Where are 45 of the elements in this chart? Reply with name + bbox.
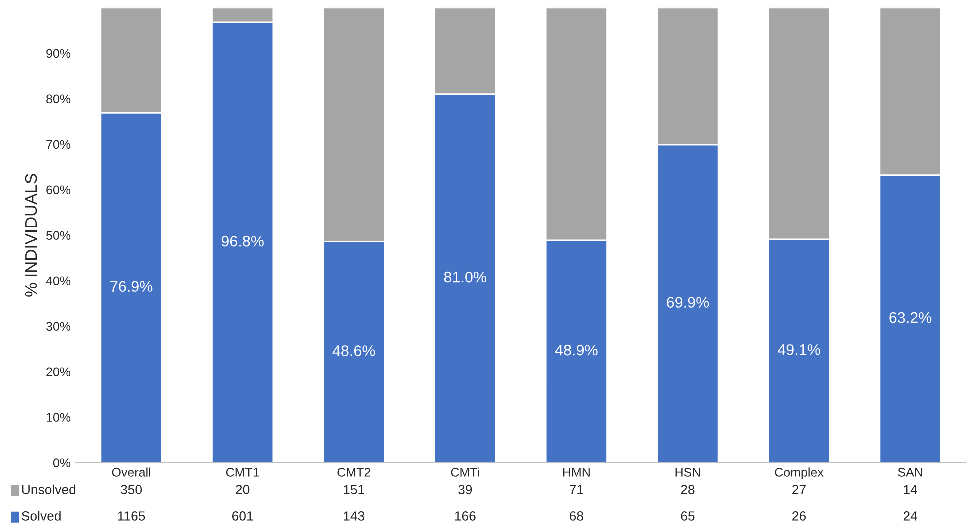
y-tick-label: 60% [46,186,71,195]
y-tick-label: 30% [46,322,71,332]
y-tick-label: 50% [46,231,71,240]
text: 1165 [118,512,146,521]
legend-label: Unsolved [22,484,76,494]
data-label: 76.9% [110,281,153,292]
x-tick-label: Complex [775,468,824,480]
x-tick-label: CMT1 [226,468,260,477]
data-label: 48.9% [555,344,598,356]
text: 601 [232,512,254,521]
y-axis-title: % INDIVIDUALS [25,174,38,297]
text: 350 [121,485,142,494]
data-label: 63.2% [890,312,932,324]
text: 26 [792,512,806,521]
text: 28 [681,485,695,494]
text: 24 [904,512,918,521]
y-tick-label: 20% [46,368,71,377]
data-label: 49.1% [778,344,820,356]
x-tick-label: SAN [898,468,922,477]
text: 27 [792,485,806,494]
y-tick-label: 40% [46,276,71,286]
data-label: 96.8% [222,236,264,247]
data-label: 48.6% [332,346,376,356]
data-label: 81.0% [444,272,487,283]
x-tick-label: CMT2 [338,468,370,477]
y-tick-label: 10% [46,413,71,422]
text: 166 [455,512,476,521]
text: 143 [344,512,365,521]
y-tick-label: 70% [46,140,71,150]
text: 65 [681,512,695,521]
text: 14 [904,485,918,494]
x-tick-label: HSN [676,468,700,477]
x-tick-label: Overall [112,468,150,477]
text: 39 [458,485,472,494]
y-tick-label: 90% [46,49,71,58]
x-tick-label: CMTi [451,468,480,477]
text: 68 [570,512,584,521]
y-tick-label: 80% [46,94,71,104]
text: 20 [236,485,250,494]
text: 71 [570,485,584,494]
legend-label: Solved [22,511,61,521]
data-label: 69.9% [667,297,710,308]
x-tick-label: HMN [563,468,590,477]
y-tick-label: 0% [53,458,71,468]
text: 151 [344,485,364,494]
